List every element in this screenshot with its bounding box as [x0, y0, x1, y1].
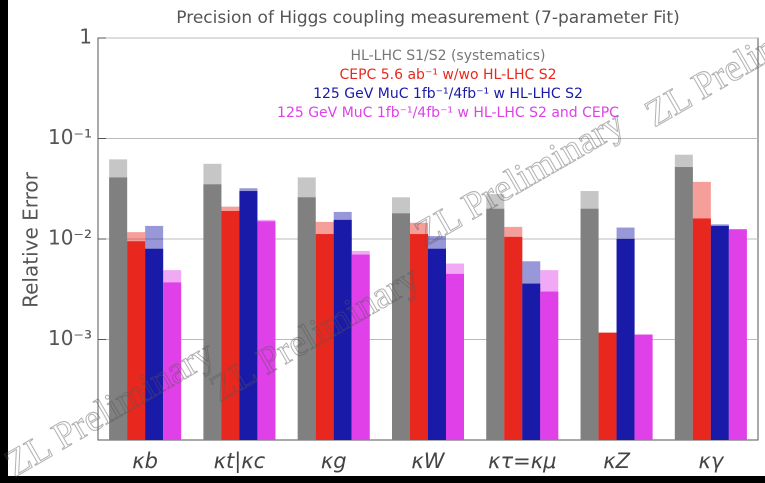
bar [315, 234, 334, 440]
bar [446, 273, 464, 440]
bar [392, 213, 410, 440]
x-tick-label: κg [321, 449, 347, 473]
x-tick-label: κb [132, 449, 158, 473]
bar [428, 248, 446, 440]
left-edge [0, 0, 8, 483]
chart-title: Precision of Higgs coupling measurement … [176, 8, 679, 28]
bar [203, 184, 222, 440]
bar [109, 177, 128, 440]
x-tick-label: κZ [603, 449, 630, 473]
bar [333, 219, 352, 440]
bar [522, 283, 541, 440]
legend-entry: HL-LHC S1/S2 (systematics) [351, 48, 546, 64]
bar [145, 248, 164, 440]
x-tick-label: κt|κc [214, 449, 266, 474]
bar [221, 210, 240, 440]
bar [728, 229, 747, 440]
legend-entry: 125 GeV MuC 1fb⁻¹/4fb⁻¹ w HL-LHC S2 [313, 86, 583, 102]
bar [598, 332, 617, 440]
bar [486, 208, 505, 440]
bar [634, 334, 653, 440]
y-axis-label: Relative Error [19, 171, 43, 308]
bar [710, 225, 729, 440]
bar [674, 167, 693, 440]
bar [410, 234, 428, 440]
bar [692, 218, 711, 440]
legend-entry: CEPC 5.6 ab⁻¹ w/wo HL-LHC S2 [339, 67, 556, 83]
bar [351, 254, 370, 440]
bar [580, 208, 599, 440]
bottom-edge [0, 476, 765, 483]
y-tick-label: 10⁻² [48, 226, 92, 250]
bar [257, 221, 276, 440]
x-tick-label: κγ [698, 449, 724, 473]
x-tick-label: κτ=κμ [488, 449, 556, 473]
bar [504, 236, 523, 440]
bar [163, 282, 182, 440]
y-tick-label: 10⁻³ [48, 326, 92, 350]
bar [540, 291, 559, 440]
bar [239, 191, 258, 440]
y-tick-label: 10⁻¹ [48, 125, 92, 149]
bar [616, 239, 635, 440]
legend-entry: 125 GeV MuC 1fb⁻¹/4fb⁻¹ w HL-LHC S2 and … [277, 105, 619, 121]
y-tick-label: 1 [79, 25, 92, 49]
bar [297, 197, 316, 440]
x-tick-label: κW [411, 449, 445, 473]
bar [127, 241, 146, 440]
